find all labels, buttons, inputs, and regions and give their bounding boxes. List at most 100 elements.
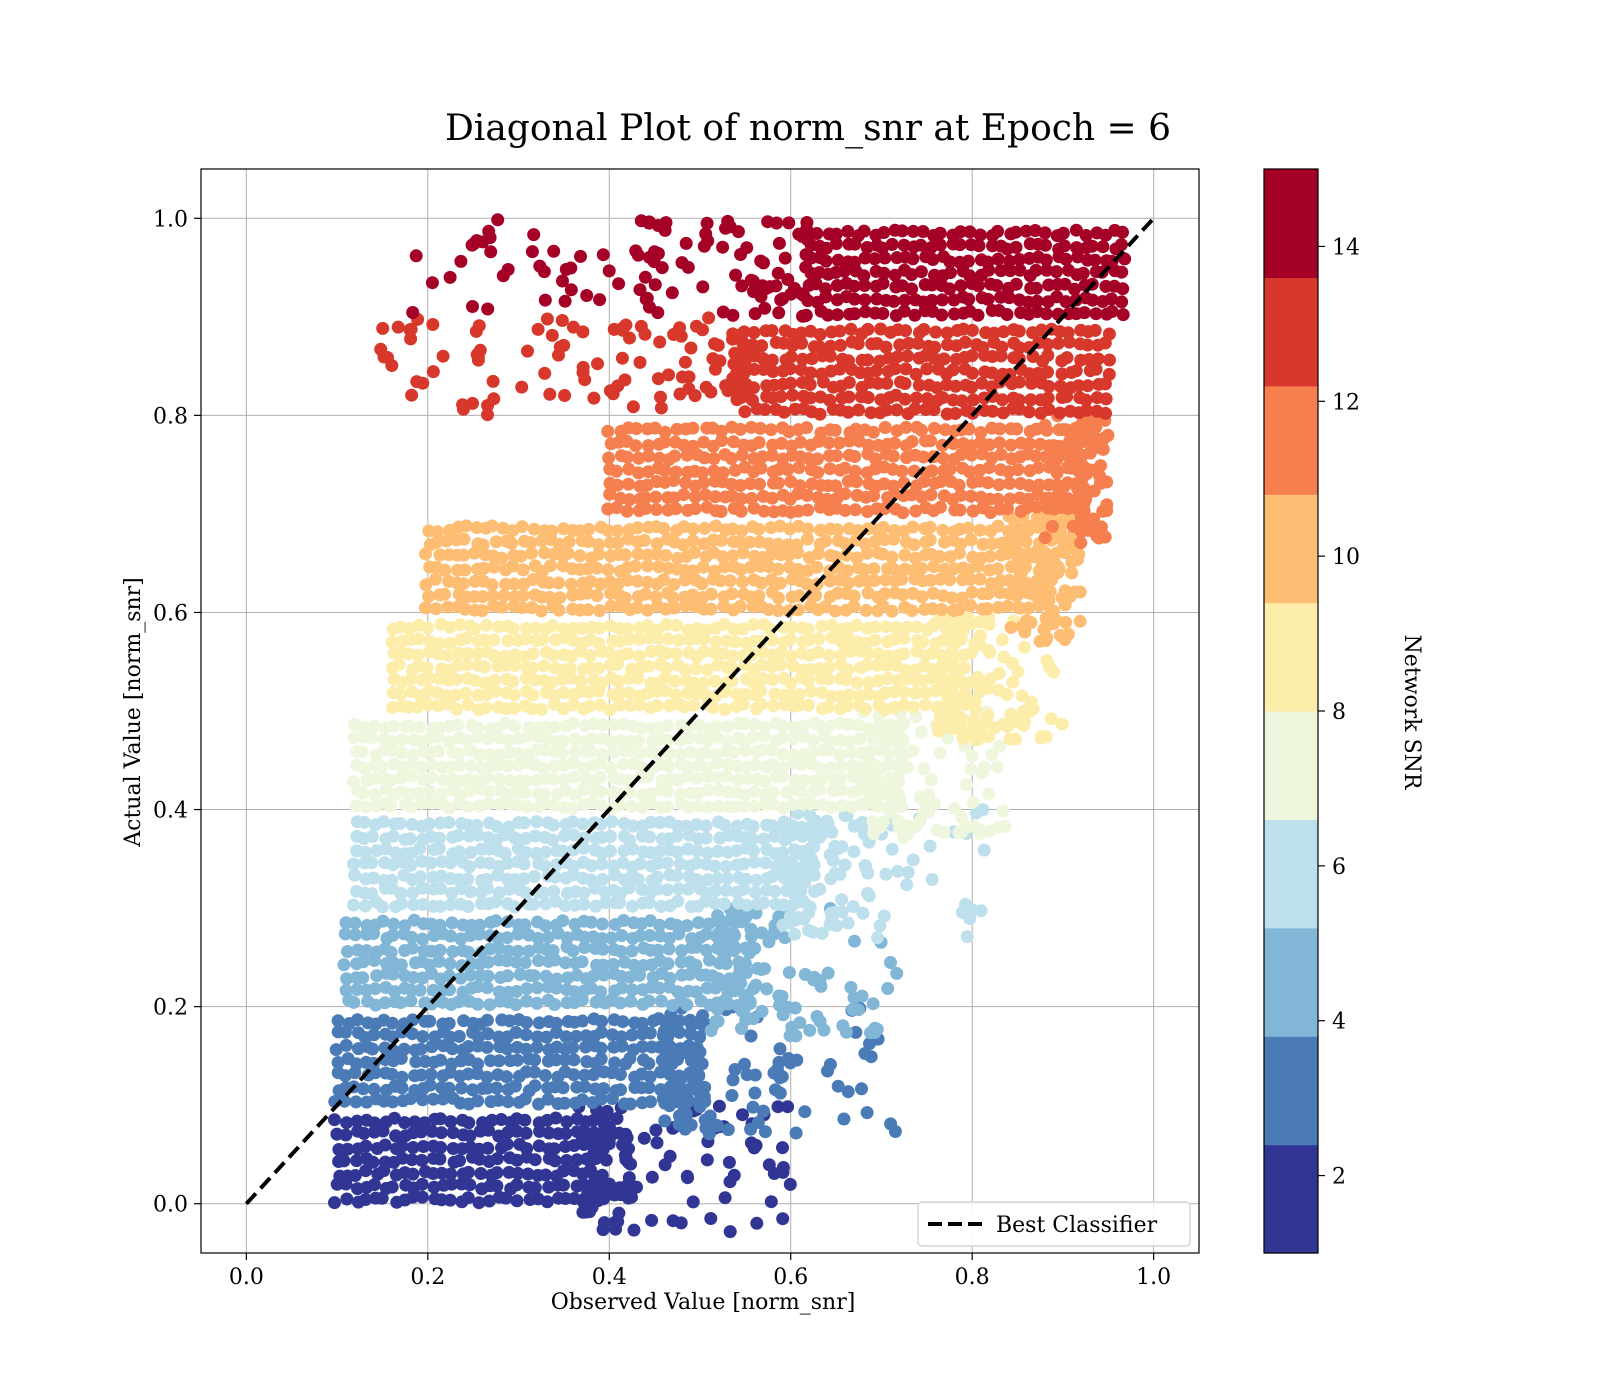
scatter-point: [776, 854, 790, 868]
scatter-point: [871, 647, 885, 661]
scatter-point: [764, 423, 778, 437]
scatter-point: [841, 663, 855, 677]
scatter-point: [667, 578, 681, 591]
scatter-point: [386, 829, 400, 843]
scatter-point: [424, 1068, 438, 1081]
scatter-point: [816, 771, 830, 785]
scatter-point: [774, 658, 788, 672]
scatter-point: [507, 701, 521, 715]
scatter-point: [866, 425, 880, 439]
scatter-point: [997, 650, 1011, 664]
scatter-point: [1060, 351, 1074, 365]
scatter-point: [642, 449, 655, 463]
scatter-point: [915, 590, 929, 604]
scatter-point: [615, 929, 629, 943]
scatter-point: [721, 720, 735, 734]
scatter-point: [423, 634, 437, 648]
scatter-point: [819, 534, 833, 548]
scatter-point: [600, 1104, 614, 1118]
scatter-point: [743, 477, 757, 491]
scatter-point: [974, 426, 988, 439]
scatter-point: [1023, 437, 1036, 451]
scatter-point: [379, 842, 393, 856]
scatter-point: [943, 282, 957, 296]
scatter-point: [552, 603, 566, 617]
scatter-point: [658, 684, 672, 698]
y-tick-label: 0.6: [153, 601, 188, 626]
scatter-point: [644, 787, 658, 801]
scatter-point: [550, 972, 564, 986]
scatter-point: [623, 1097, 637, 1111]
scatter-point: [931, 719, 945, 733]
scatter-point: [906, 224, 920, 238]
scatter-point: [1057, 239, 1071, 253]
scatter-point: [457, 532, 471, 546]
scatter-point: [471, 997, 485, 1011]
scatter-point: [359, 1139, 373, 1153]
scatter-point: [422, 698, 435, 712]
scatter-point: [953, 503, 967, 517]
scatter-point: [736, 697, 750, 711]
scatter-point: [637, 1131, 651, 1145]
scatter-point: [867, 562, 881, 576]
scatter-point: [492, 886, 506, 900]
scatter-point: [484, 245, 498, 259]
scatter-point: [461, 900, 475, 914]
scatter-point: [1061, 326, 1075, 340]
scatter-point: [578, 941, 592, 954]
scatter-point: [507, 688, 521, 702]
scatter-point: [678, 355, 692, 369]
scatter-point: [529, 621, 542, 635]
scatter-point: [735, 575, 749, 589]
scatter-point: [603, 487, 617, 501]
scatter-point: [1039, 238, 1052, 252]
scatter-point: [404, 800, 418, 814]
scatter-point: [897, 685, 911, 699]
scatter-point: [943, 462, 957, 476]
scatter-point: [801, 452, 815, 465]
scatter-point: [532, 1016, 546, 1030]
scatter-point: [575, 621, 589, 635]
scatter-point: [391, 320, 405, 334]
scatter-point: [697, 676, 711, 690]
scatter-point: [917, 450, 930, 464]
scatter-point: [727, 435, 741, 449]
scatter-point: [905, 435, 919, 448]
scatter-point: [1039, 450, 1053, 464]
scatter-point: [821, 308, 835, 322]
scatter-point: [340, 1192, 354, 1206]
scatter-point: [557, 1178, 570, 1192]
scatter-point: [841, 224, 855, 238]
scatter-point: [860, 1106, 874, 1120]
scatter-point: [976, 341, 990, 354]
scatter-point: [616, 1015, 630, 1029]
scatter-point: [360, 944, 374, 958]
scatter-point: [848, 934, 861, 948]
scatter-point: [794, 435, 807, 449]
scatter-point: [416, 898, 430, 911]
scatter-point: [717, 950, 731, 963]
scatter-point: [1040, 263, 1054, 277]
scatter-point: [509, 785, 523, 799]
scatter-point: [562, 535, 576, 549]
scatter-point: [784, 376, 798, 390]
scatter-point: [1076, 266, 1090, 280]
scatter-point: [846, 1003, 860, 1016]
scatter-point: [1014, 548, 1028, 562]
scatter-point: [436, 1092, 450, 1106]
scatter-point: [1009, 240, 1023, 254]
scatter-point: [802, 674, 815, 688]
scatter-point: [462, 1116, 476, 1130]
scatter-point: [975, 447, 989, 461]
scatter-point: [548, 759, 561, 773]
scatter-point: [1081, 338, 1095, 352]
scatter-point: [606, 387, 620, 401]
scatter-point: [665, 286, 679, 300]
scatter-point: [1072, 379, 1086, 393]
scatter-point: [829, 227, 843, 241]
scatter-point: [744, 929, 758, 943]
scatter-point: [686, 588, 700, 602]
scatter-point: [738, 343, 752, 357]
scatter-point: [858, 251, 872, 265]
scatter-point: [478, 660, 491, 674]
